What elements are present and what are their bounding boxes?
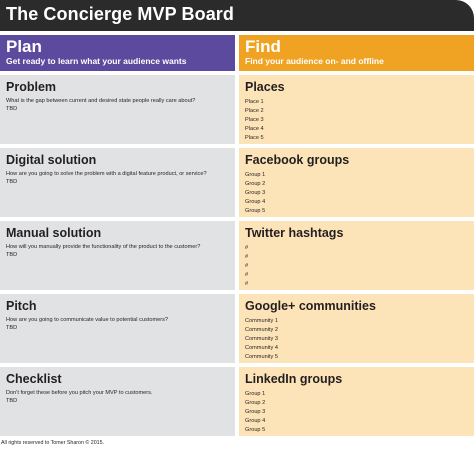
list-item: Group 5 bbox=[245, 427, 266, 433]
plan-section-pitch: Pitch How are you going to communicate v… bbox=[0, 294, 235, 363]
list-item: Group 1 bbox=[245, 172, 266, 178]
item-list: Group 1 Group 2 Group 3 Group 4 Group 5 bbox=[245, 390, 265, 435]
title-bar: The Concierge MVP Board bbox=[0, 0, 474, 31]
list-item: Group 1 bbox=[245, 391, 266, 397]
list-item: # bbox=[245, 263, 249, 269]
list-item: Place 3 bbox=[245, 117, 264, 123]
section-title: Manual solution bbox=[6, 226, 102, 240]
find-heading: Find bbox=[245, 37, 281, 56]
plan-section-manual-solution: Manual solution How will you manually pr… bbox=[0, 221, 235, 290]
section-title: Places bbox=[245, 80, 285, 94]
find-section-linkedin-groups: LinkedIn groups Group 1 Group 2 Group 3 … bbox=[239, 367, 474, 436]
plan-section-problem: Problem What is the gap between current … bbox=[0, 75, 235, 144]
list-item: Community 4 bbox=[245, 345, 278, 351]
list-item: Community 1 bbox=[245, 318, 278, 324]
section-description: How will you manually provide the functi… bbox=[6, 244, 201, 250]
item-list: Group 1 Group 2 Group 3 Group 4 Group 5 bbox=[245, 171, 265, 216]
list-item: Place 1 bbox=[245, 99, 264, 105]
list-item: # bbox=[245, 281, 249, 287]
section-title: Pitch bbox=[6, 299, 37, 313]
plan-section-checklist: Checklist Don't forget these before you … bbox=[0, 367, 235, 436]
list-item: Group 4 bbox=[245, 418, 266, 424]
list-item: Community 3 bbox=[245, 336, 278, 342]
find-section-google-plus-communities: Google+ communities Community 1 Communit… bbox=[239, 294, 474, 363]
section-description: Don't forget these before you pitch your… bbox=[6, 390, 153, 396]
section-value: TBD bbox=[6, 325, 18, 331]
plan-subheading: Get ready to learn what your audience wa… bbox=[6, 56, 187, 66]
board-title: The Concierge MVP Board bbox=[6, 4, 235, 24]
section-title: Twitter hashtags bbox=[245, 226, 344, 240]
plan-heading: Plan bbox=[6, 37, 42, 56]
item-list: Place 1 Place 2 Place 3 Place 4 Place 5 bbox=[245, 98, 264, 143]
list-item: Group 3 bbox=[245, 190, 266, 196]
find-header: Find Find your audience on- and offline bbox=[239, 35, 474, 71]
section-title: Checklist bbox=[6, 372, 62, 386]
section-title: LinkedIn groups bbox=[245, 372, 343, 386]
section-value: TBD bbox=[6, 398, 18, 404]
list-item: Group 4 bbox=[245, 199, 266, 205]
section-title: Facebook groups bbox=[245, 153, 350, 167]
section-title: Digital solution bbox=[6, 153, 97, 167]
section-description: How are you going to communicate value t… bbox=[6, 317, 168, 323]
section-description: What is the gap between current and desi… bbox=[6, 98, 196, 104]
item-list: # # # # # bbox=[245, 244, 248, 289]
list-item: # bbox=[245, 254, 249, 260]
list-item: Group 2 bbox=[245, 400, 266, 406]
find-section-places: Places Place 1 Place 2 Place 3 Place 4 P… bbox=[239, 75, 474, 144]
list-item: Place 5 bbox=[245, 135, 264, 141]
item-list: Community 1 Community 2 Community 3 Comm… bbox=[245, 317, 278, 362]
section-value: TBD bbox=[6, 179, 18, 185]
section-value: TBD bbox=[6, 106, 18, 112]
section-value: TBD bbox=[6, 252, 18, 258]
plan-header: Plan Get ready to learn what your audien… bbox=[0, 35, 235, 71]
find-subheading: Find your audience on- and offline bbox=[245, 56, 384, 66]
list-item: Group 3 bbox=[245, 409, 266, 415]
section-title: Problem bbox=[6, 80, 57, 94]
list-item: Place 4 bbox=[245, 126, 264, 132]
list-item: # bbox=[245, 272, 249, 278]
list-item: Community 5 bbox=[245, 354, 278, 360]
list-item: Group 2 bbox=[245, 181, 266, 187]
list-item: # bbox=[245, 245, 249, 251]
plan-section-digital-solution: Digital solution How are you going to so… bbox=[0, 148, 235, 217]
find-section-twitter-hashtags: Twitter hashtags # # # # # bbox=[239, 221, 474, 290]
copyright-footer: All rights reserved to Tomer Sharon © 20… bbox=[1, 440, 105, 446]
list-item: Community 2 bbox=[245, 327, 278, 333]
list-item: Place 2 bbox=[245, 108, 264, 114]
section-description: How are you going to solve the problem w… bbox=[6, 171, 207, 177]
find-section-facebook-groups: Facebook groups Group 1 Group 2 Group 3 … bbox=[239, 148, 474, 217]
list-item: Group 5 bbox=[245, 208, 266, 214]
section-title: Google+ communities bbox=[245, 299, 376, 313]
